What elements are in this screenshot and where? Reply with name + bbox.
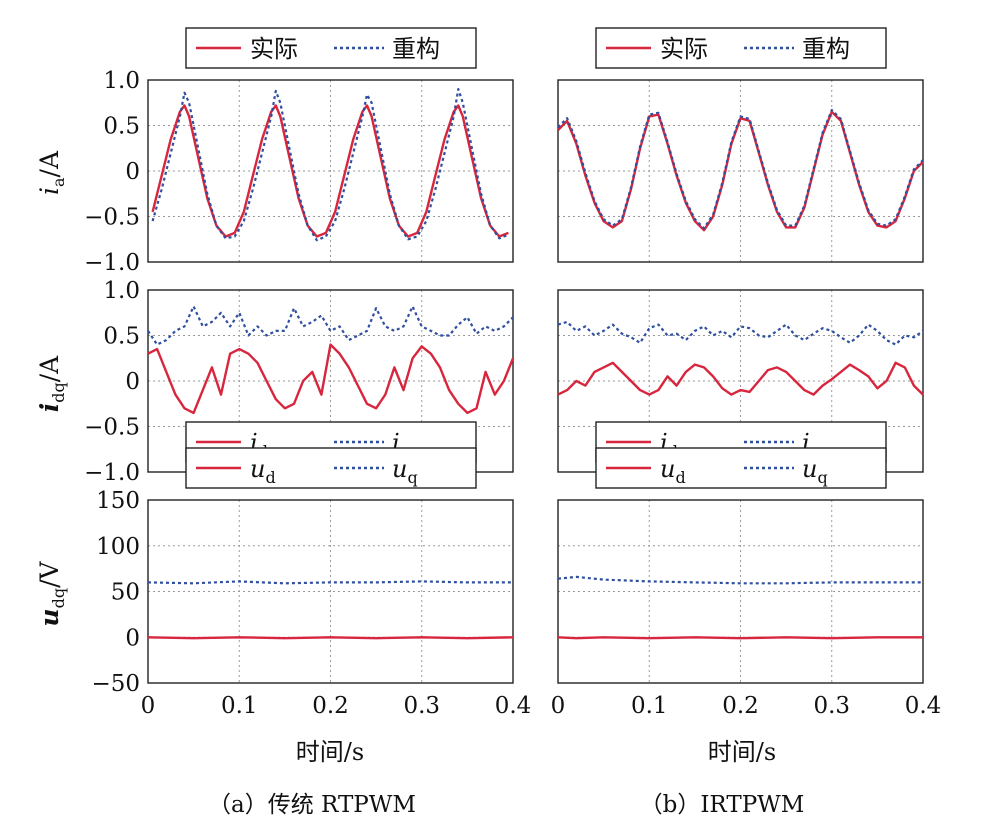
xtick-label: 0.1 [221,693,258,719]
xtick-label: 0.4 [495,693,532,719]
ytick-label: 1.0 [103,278,140,304]
panel-a-ia: −1.0 −0.5 0 0.5 1.0 实际 重构 [84,27,514,276]
ytick-label: −1.0 [84,250,140,276]
ytick-label: 150 [96,488,140,514]
xtick-label: 0.2 [312,693,349,719]
xtick-label: 0 [551,693,566,719]
axes-frame [557,499,924,684]
xtick-label: 0.3 [813,693,850,719]
legend: 实际 重构 [595,27,887,69]
ytick-label: −50 [91,671,140,697]
legend-label-2: 重构 [802,35,850,63]
ytick-label: 0 [125,369,140,395]
panel-b-ia: 实际 重构 [557,27,924,263]
series-line-ud [557,636,923,640]
axes-frame [147,499,514,684]
series-line-实际 [151,104,509,238]
series-line-iq [557,320,924,346]
ytick-label: 0 [125,625,140,651]
ytick-label: 50 [111,580,140,606]
xtick-label: 0.4 [905,693,942,719]
ylabel-idq: idq/A [35,355,68,412]
xtick-label: 0.2 [722,693,759,719]
ytick-label: 1.0 [103,68,140,94]
legend: 实际 重构 [185,27,477,69]
series-line-重构 [557,108,924,230]
legend-label-1: ud [660,455,686,487]
xlabel-a: 时间/s [296,738,364,766]
legend-label-1: 实际 [660,35,708,63]
legend: ud uq [595,447,887,489]
ytick-label: 0 [125,159,140,185]
series-line-重构 [151,88,509,242]
legend-label-2: 重构 [392,35,440,63]
panel-b-udq: 0 0.1 0.2 0.3 0.4 ud uq [551,447,942,719]
ytick-label: 100 [96,534,140,560]
ytick-label: 0.5 [103,324,140,350]
legend-label-2: uq [802,455,828,487]
ylabel-ia: ia/A [35,150,68,195]
xtick-label: 0.1 [631,693,668,719]
series-line-id [147,343,515,415]
caption-b: （b）IRTPWM [640,792,805,818]
legend-box [185,27,477,69]
axes-frame [147,79,514,263]
xtick-label: 0 [141,693,156,719]
caption-a: （a）传统 RTPWM [208,792,416,818]
ylabel-udq: udq/V [35,560,68,626]
series-line-id [557,361,924,396]
series-line-iq [147,305,514,346]
ytick-label: 0.5 [103,114,140,140]
legend-label-1: 实际 [250,35,298,63]
xtick-label: 0.3 [403,693,440,719]
series-line-uq [147,580,513,585]
panel-b-idq: idiq [557,289,924,473]
series-line-ud [147,636,514,640]
series-line-uq [557,575,923,585]
ytick-label: −0.5 [84,205,140,231]
legend-label-1: ud [250,455,276,487]
xlabel-b: 时间/s [708,738,776,766]
panels-layer: −1.0 −0.5 0 0.5 1.0 实际 重构 实际 重构 −1.0 −0.5 0 0.5 1.0 id… [84,27,942,719]
axes-frame [557,79,924,263]
ytick-label: −0.5 [84,415,140,441]
legend: ud uq [185,447,477,489]
ytick-label: −1.0 [84,460,140,486]
legend-label-2: uq [392,455,418,487]
